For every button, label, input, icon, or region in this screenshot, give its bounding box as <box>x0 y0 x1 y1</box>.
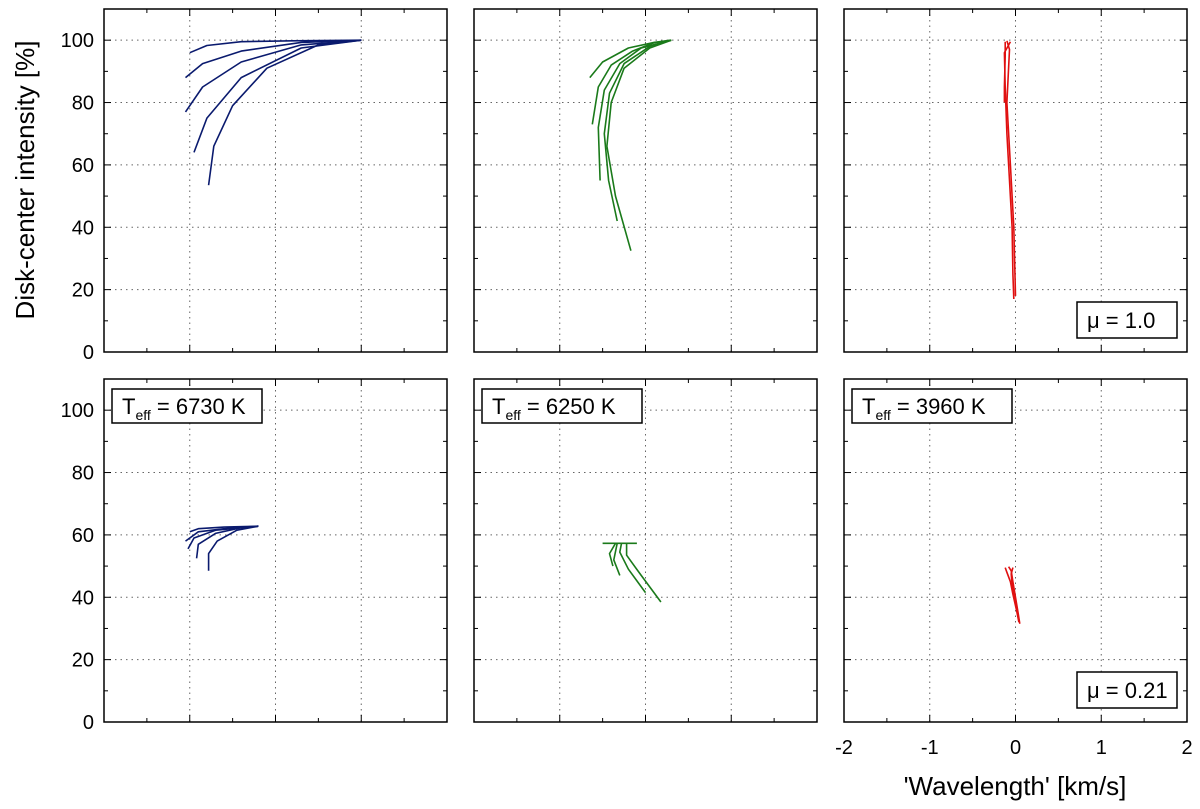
teff-label: Teff = 6730 K <box>111 388 263 424</box>
x-tick-label: 1 <box>1096 737 1107 759</box>
mu-label-text: μ = 1.0 <box>1087 308 1155 333</box>
panel-r1c2 <box>473 8 818 353</box>
teff-label: Teff = 6250 K <box>481 388 643 424</box>
panel-r2c1: 0 20 40 60 80 100 Teff = 6730 K <box>61 378 448 734</box>
teff-label-frame <box>851 388 1013 424</box>
panel-r2c3: -2 -1 0 1 2 Teff = 3960 K μ = 0.21 <box>835 378 1193 759</box>
bisector-line <box>1007 566 1021 624</box>
bisector-line <box>597 39 672 181</box>
teff-label-value: = 6250 K <box>521 394 616 419</box>
bisector-line <box>184 39 362 113</box>
y-tick-label: 60 <box>72 525 94 547</box>
mu-label: μ = 1.0 <box>1076 301 1178 339</box>
teff-label-subscript: eff <box>135 407 150 423</box>
bisector-line <box>1006 40 1017 296</box>
x-tick-label: 0 <box>1010 737 1021 759</box>
x-axis-label: 'Wavelength' [km/s] <box>904 771 1127 801</box>
bisector-line <box>608 542 617 567</box>
bisector-line <box>195 525 259 559</box>
bisector-line <box>618 543 647 594</box>
bisector-line <box>591 39 672 125</box>
teff-label: Teff = 3960 K <box>851 388 1013 424</box>
bisector-line <box>603 39 672 222</box>
bisector-line <box>1010 567 1018 610</box>
x-tick-label: 2 <box>1181 737 1192 759</box>
teff-label-text: Teff = 6250 K <box>492 394 616 423</box>
teff-label-symbol: T <box>122 394 135 419</box>
teff-label-frame <box>111 388 263 424</box>
panel-r2c2: Teff = 6250 K <box>473 378 818 723</box>
teff-label-value: = 6730 K <box>151 394 246 419</box>
bisector-line <box>189 39 362 54</box>
bisector-line <box>1003 41 1015 300</box>
bisector-line <box>606 39 672 251</box>
teff-label-value: = 3960 K <box>891 394 986 419</box>
teff-label-subscript: eff <box>875 407 890 423</box>
teff-label-symbol: T <box>862 394 875 419</box>
y-axis-label: Disk-center intensity [%] <box>10 41 40 320</box>
y-tick-label: 0 <box>83 342 94 364</box>
y-tick-label: 100 <box>61 30 94 52</box>
x-tick-label: -1 <box>921 737 939 759</box>
mu-label-text: μ = 0.21 <box>1087 678 1168 703</box>
bisector-line <box>193 39 362 153</box>
teff-label-text: Teff = 3960 K <box>862 394 986 423</box>
y-tick-label: 80 <box>72 93 94 115</box>
y-tick-label: 0 <box>83 712 94 734</box>
mu-label: μ = 0.21 <box>1076 671 1178 709</box>
panel-r1c1: 0 20 40 60 80 100 <box>61 8 448 364</box>
teff-label-frame <box>481 388 643 424</box>
bisector-line <box>612 543 621 576</box>
teff-label-text: Teff = 6730 K <box>122 394 246 423</box>
y-tick-label: 60 <box>72 155 94 177</box>
y-tick-label: 20 <box>72 280 94 302</box>
teff-label-subscript: eff <box>505 407 520 423</box>
panel-r1c3: μ = 1.0 <box>843 8 1188 353</box>
y-tick-label: 40 <box>72 587 94 609</box>
y-tick-label: 100 <box>61 400 94 422</box>
bisector-line <box>207 525 259 571</box>
y-tick-label: 40 <box>72 217 94 239</box>
y-tick-label: 20 <box>72 650 94 672</box>
teff-label-symbol: T <box>492 394 505 419</box>
mu-label-frame <box>1076 671 1178 709</box>
mu-label-frame <box>1076 301 1178 339</box>
x-tick-label: -2 <box>835 737 853 759</box>
bisector-line <box>207 39 362 186</box>
y-tick-label: 80 <box>72 463 94 485</box>
bisector-line <box>184 39 362 79</box>
bisector-line <box>1004 567 1020 623</box>
bisector-line <box>625 543 662 603</box>
